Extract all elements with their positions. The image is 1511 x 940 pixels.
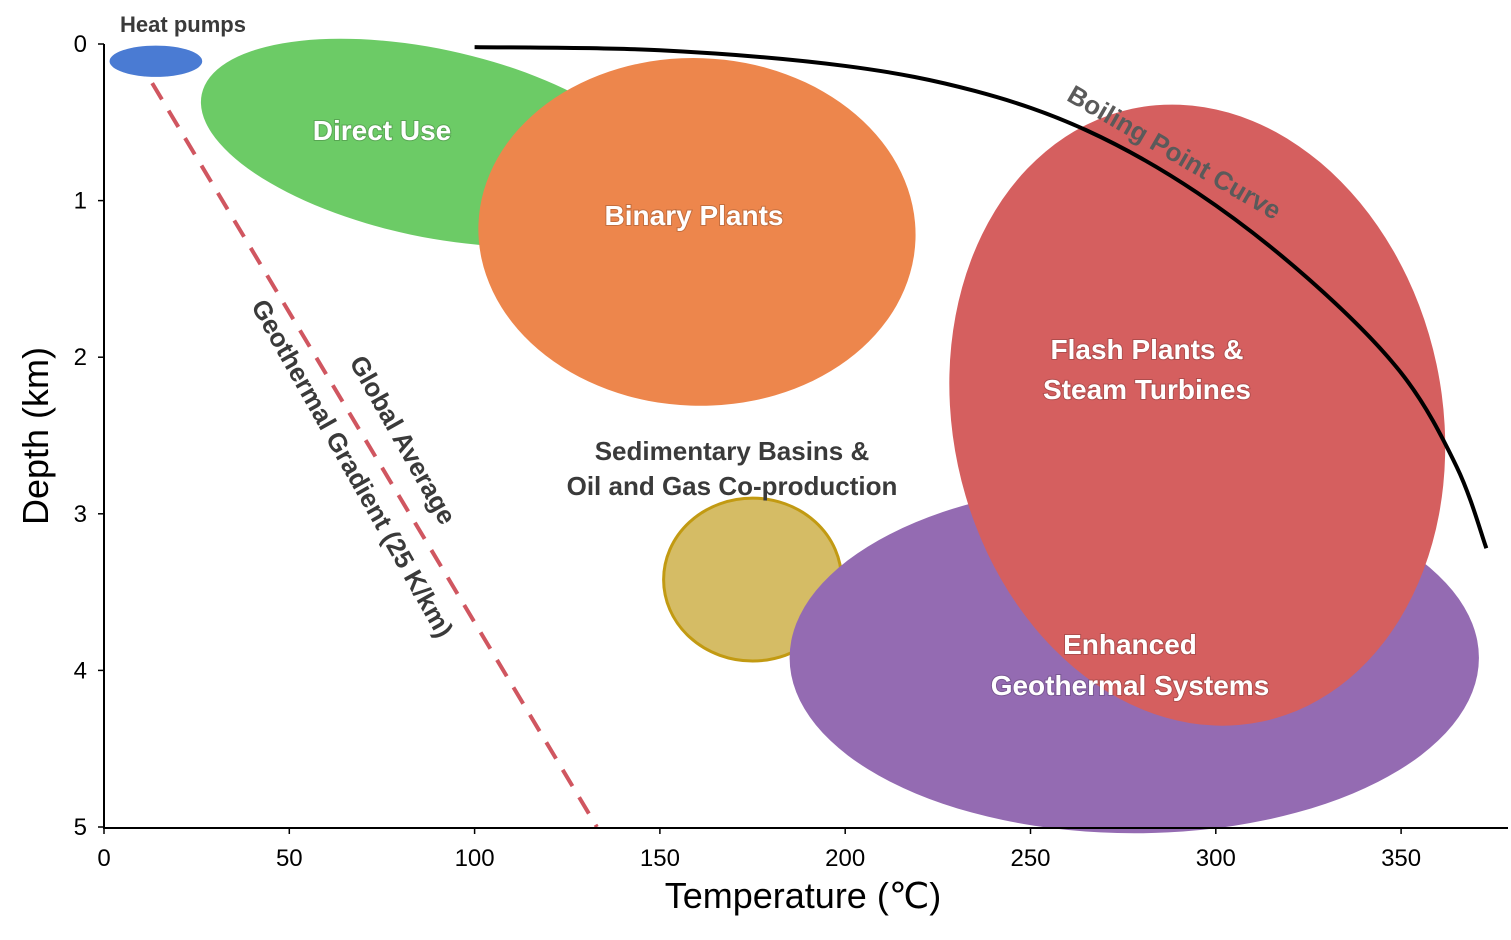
lines-layer	[150, 45, 1489, 829]
x-axis-title: Temperature (℃)	[665, 875, 942, 916]
y-tick-label: 4	[74, 657, 87, 684]
region-flash-plants-steam-turbines	[949, 104, 1446, 726]
label-sedimentary-basins-oil-and-gas-co-production: Sedimentary Basins & Oil and Gas Co-produ…	[567, 436, 898, 501]
x-tick-label: 200	[825, 845, 865, 872]
x-tick-label: 300	[1196, 845, 1236, 872]
label-binary-plants: Binary Plants	[605, 200, 784, 231]
region-binary-plants	[478, 58, 916, 406]
line-global-average-geothermal-gradient-25-k-km	[150, 82, 599, 829]
regions-layer	[109, 38, 1479, 834]
label-geothermal-gradient: Global AverageGeothermal Gradient (25 K/…	[245, 266, 510, 643]
x-tick-label: 350	[1381, 845, 1421, 872]
label-flash-plants-steam-turbines: Flash Plants & Steam Turbines	[1043, 334, 1251, 405]
x-tick-label: 0	[97, 845, 110, 872]
y-tick-label: 0	[74, 31, 87, 58]
y-tick-label: 1	[74, 188, 87, 215]
x-tick-label: 150	[640, 845, 680, 872]
label-heat-pumps: Heat pumps	[120, 12, 246, 37]
y-tick-label: 3	[74, 501, 87, 528]
x-tick-label: 50	[276, 845, 303, 872]
label-direct-use: Direct Use	[313, 115, 452, 146]
x-tick-label: 100	[455, 845, 495, 872]
region-heat-pumps	[109, 45, 203, 77]
x-tick-label: 250	[1010, 845, 1050, 872]
line-boiling-point-curve	[474, 45, 1489, 549]
label-enhanced-geothermal-systems: Enhanced Geothermal Systems	[991, 629, 1270, 701]
y-axis-title: Depth (km)	[15, 347, 56, 525]
y-tick-label: 5	[74, 814, 87, 841]
axes-layer: 0 50 100 150 200 250 300 350 0 1 2 3 4 5	[74, 31, 1508, 872]
y-tick-label: 2	[74, 344, 87, 371]
